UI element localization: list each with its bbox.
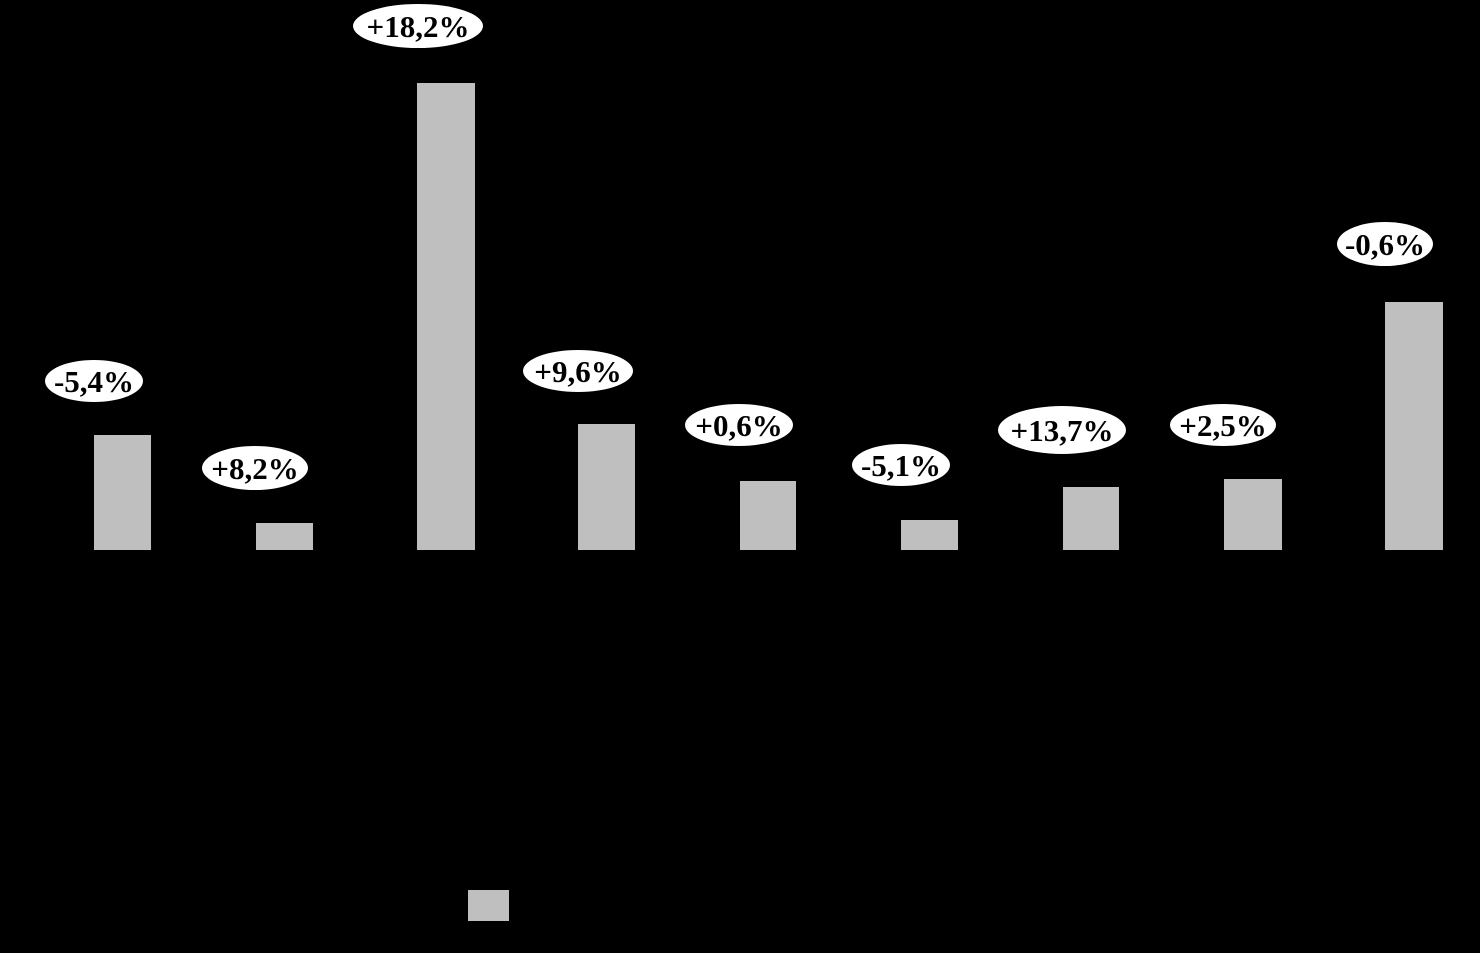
percent-callout-5: +0,6% [683, 402, 795, 448]
bar-4 [578, 424, 635, 550]
percent-callout-label: +0,6% [695, 407, 783, 443]
bar-8 [1224, 479, 1282, 550]
bar-5 [740, 481, 796, 550]
percent-callout-3: +18,2% [351, 2, 485, 50]
percent-callout-label: +2,5% [1179, 407, 1267, 443]
bar-2 [256, 523, 313, 550]
percent-callout-label: -5,4% [53, 363, 135, 399]
bar-6 [901, 520, 958, 550]
percent-callout-1: -5,4% [43, 358, 145, 404]
percent-callout-label: +18,2% [366, 8, 470, 44]
percent-callout-2: +8,2% [200, 444, 310, 492]
bar-7 [1063, 487, 1119, 550]
percent-callout-label: +9,6% [534, 353, 622, 389]
legend-swatch [468, 890, 509, 921]
percent-callout-4: +9,6% [521, 348, 635, 394]
bar-3 [417, 83, 475, 550]
bar-9 [1385, 302, 1443, 550]
percent-callout-6: -5,1% [850, 442, 952, 488]
percent-callout-label: -5,1% [860, 447, 942, 483]
percent-callout-label: -0,6% [1344, 226, 1426, 262]
percent-callout-9: -0,6% [1335, 220, 1435, 268]
percent-callout-8: +2,5% [1168, 402, 1278, 448]
percent-callout-label: +13,7% [1010, 412, 1114, 448]
percent-callout-7: +13,7% [996, 404, 1128, 456]
bar-1 [94, 435, 151, 550]
percent-callout-label: +8,2% [211, 450, 299, 486]
